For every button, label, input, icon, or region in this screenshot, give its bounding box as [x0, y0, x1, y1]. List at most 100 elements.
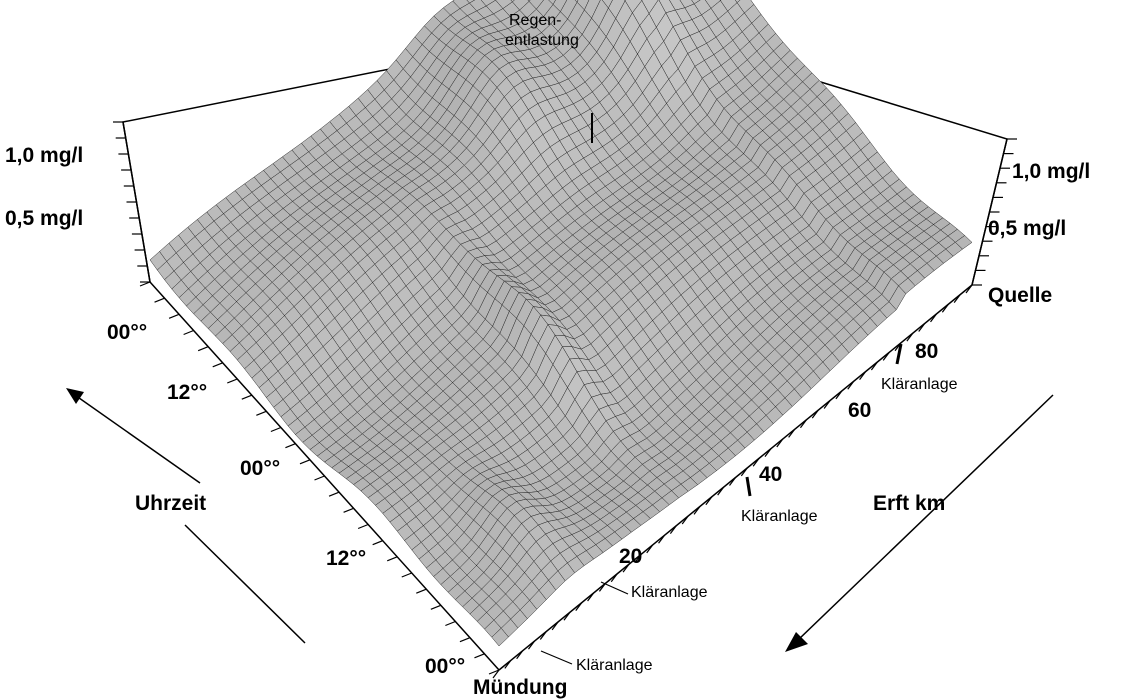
time-axis-tick — [299, 459, 311, 465]
km-axis-tick — [527, 640, 535, 650]
km-arrow-line — [797, 394, 1054, 641]
km-axis-tick — [717, 486, 725, 496]
km-axis-tick — [646, 544, 654, 554]
km-axis-tick — [752, 457, 760, 467]
annotation-klaeranlage: Kläranlage — [631, 584, 708, 601]
axis-ticks — [113, 121, 1017, 679]
surface-patch — [548, 0, 556, 5]
km-axis-tick — [504, 660, 512, 669]
time-axis-tick — [372, 540, 383, 546]
km-tick-label: 40 — [759, 463, 782, 486]
km-tick-label: 80 — [915, 340, 938, 363]
annotation-marker — [745, 476, 752, 497]
concentration-surface — [149, 0, 973, 647]
km-axis-tick — [882, 352, 890, 361]
time-axis-guide-line — [184, 524, 306, 644]
time-tick-label: 12°° — [326, 547, 366, 570]
surface-patch — [491, 627, 509, 647]
time-axis-tick — [183, 329, 194, 336]
time-axis-tick — [357, 523, 369, 530]
time-axis-tick — [445, 620, 456, 627]
time-axis-tick — [474, 653, 485, 659]
time-axis-tick — [416, 588, 427, 594]
time-arrow-line — [71, 392, 201, 484]
time-axis-tick — [227, 378, 238, 384]
time-axis-tick — [154, 297, 165, 303]
km-axis-tick — [941, 303, 949, 313]
km-axis-start-label: Mündung — [473, 676, 567, 699]
surface-patch — [510, 0, 515, 3]
time-axis-tick — [386, 556, 398, 562]
km-axis-tick — [492, 669, 500, 679]
km-axis-tick — [622, 563, 630, 573]
annotation-leader — [540, 650, 573, 665]
surface-patch — [466, 0, 476, 4]
km-axis-tick — [859, 371, 867, 380]
km-axis-tick — [835, 390, 843, 400]
km-axis-tick — [811, 409, 819, 419]
km-axis-tick — [788, 429, 796, 438]
z-tick-label-left-top: 1,0 mg/l — [5, 144, 83, 167]
time-arrow-head — [66, 388, 84, 404]
km-axis-tick — [906, 332, 914, 342]
time-axis-tick — [488, 669, 500, 675]
km-axis-tick — [587, 592, 595, 602]
km-axis-tick — [776, 438, 784, 448]
time-axis-tick — [328, 491, 340, 497]
km-axis-tick — [930, 313, 938, 323]
km-arrow-head — [785, 632, 808, 652]
time-axis-tick — [401, 572, 412, 578]
annotation-klaeranlage: Kläranlage — [881, 376, 958, 393]
km-axis-tick — [669, 525, 677, 534]
km-axis-tick — [516, 650, 524, 660]
time-axis-label: Uhrzeit — [135, 492, 206, 515]
z-tick-label-left-mid: 0,5 mg/l — [5, 207, 83, 230]
annotation-regen-line2: entlastung — [505, 32, 579, 49]
time-axis-tick — [241, 394, 253, 400]
time-axis-tick — [168, 313, 180, 319]
surface-patch — [734, 0, 741, 4]
time-axis-tick — [212, 362, 223, 368]
time-axis-tick — [459, 637, 471, 643]
time-axis-tick — [314, 475, 325, 481]
km-axis-tick — [705, 496, 713, 506]
km-tick-label: 20 — [619, 545, 642, 568]
km-axis-tick — [953, 294, 961, 303]
km-axis-tick — [634, 554, 642, 563]
km-axis-tick — [870, 361, 878, 371]
km-axis-tick — [847, 380, 855, 390]
km-axis-tick — [598, 583, 606, 592]
annotation-marker — [895, 343, 903, 365]
km-axis-tick — [799, 419, 807, 429]
time-tick-label: 00°° — [107, 321, 147, 344]
km-axis-tick — [729, 477, 736, 486]
time-axis-tick — [343, 507, 354, 513]
km-axis-label: Erft km — [873, 492, 945, 515]
time-axis-tick — [430, 604, 442, 610]
km-axis-tick — [965, 284, 973, 294]
km-axis-end-label: Quelle — [988, 284, 1052, 307]
time-axis-tick — [139, 281, 151, 287]
km-axis-tick — [918, 323, 926, 332]
km-tick-label: 60 — [848, 399, 871, 422]
annotation-klaeranlage: Kläranlage — [741, 508, 818, 525]
time-tick-label: 00°° — [425, 655, 465, 678]
time-axis-tick — [197, 346, 209, 352]
z-tick-label-right-mid: 0,5 mg/l — [988, 217, 1066, 240]
time-axis-tick — [256, 410, 267, 416]
km-axis-tick — [610, 573, 618, 583]
km-axis-tick — [563, 611, 571, 621]
km-axis-tick — [740, 467, 748, 477]
time-tick-label: 12°° — [167, 381, 207, 404]
z-tick-label-right-top: 1,0 mg/l — [1012, 160, 1090, 183]
annotation-klaeranlage: Kläranlage — [576, 657, 653, 674]
km-axis-tick — [693, 506, 701, 515]
annotation-leader — [600, 581, 629, 595]
km-axis-tick — [658, 534, 666, 544]
time-tick-label: 00°° — [240, 457, 280, 480]
time-axis-tick — [270, 426, 282, 433]
km-axis-tick — [823, 400, 831, 409]
annotation-regen-line1: Regen- — [509, 12, 561, 29]
km-axis-tick — [551, 621, 559, 631]
